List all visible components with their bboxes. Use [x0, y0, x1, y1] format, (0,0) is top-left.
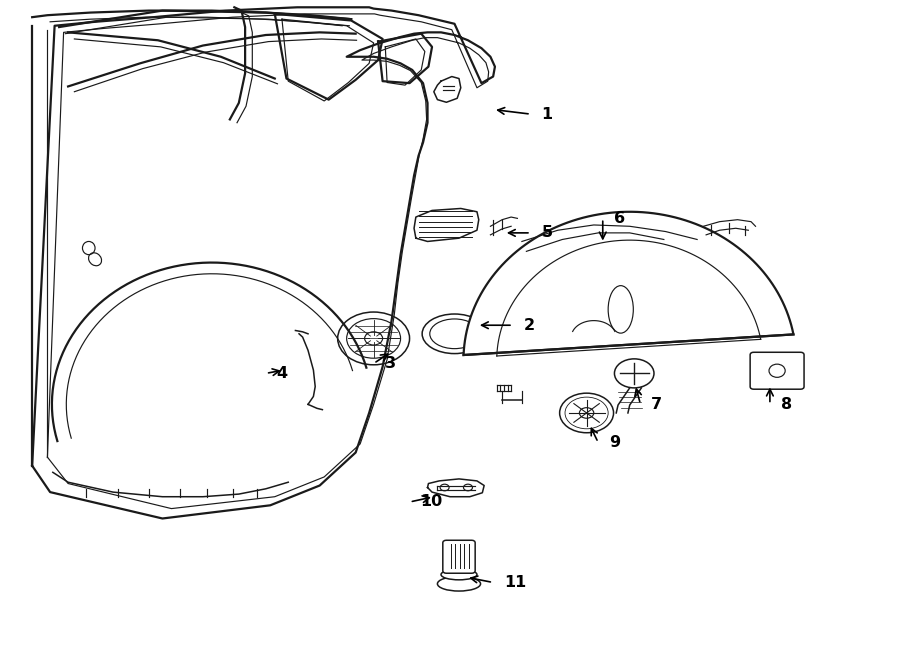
Circle shape — [464, 485, 472, 490]
Circle shape — [560, 393, 614, 433]
Text: 7: 7 — [652, 397, 662, 412]
Text: 4: 4 — [276, 366, 288, 381]
Text: 1: 1 — [542, 106, 553, 122]
Text: 3: 3 — [384, 356, 395, 371]
Text: 5: 5 — [542, 225, 553, 241]
Text: 10: 10 — [420, 494, 443, 510]
Text: 8: 8 — [780, 397, 792, 412]
Text: 2: 2 — [524, 318, 535, 332]
FancyBboxPatch shape — [750, 352, 804, 389]
Ellipse shape — [422, 314, 487, 354]
Circle shape — [580, 408, 594, 418]
FancyBboxPatch shape — [443, 540, 475, 573]
Ellipse shape — [769, 364, 785, 377]
Circle shape — [364, 332, 382, 345]
Ellipse shape — [608, 286, 634, 333]
Circle shape — [346, 319, 400, 358]
Polygon shape — [464, 212, 794, 355]
Ellipse shape — [441, 569, 477, 580]
Circle shape — [338, 312, 410, 365]
Text: 9: 9 — [609, 435, 620, 450]
Ellipse shape — [437, 576, 481, 591]
Circle shape — [615, 359, 654, 388]
Text: 6: 6 — [614, 211, 625, 226]
Text: 11: 11 — [504, 575, 526, 590]
Circle shape — [440, 485, 449, 490]
Ellipse shape — [430, 319, 479, 348]
